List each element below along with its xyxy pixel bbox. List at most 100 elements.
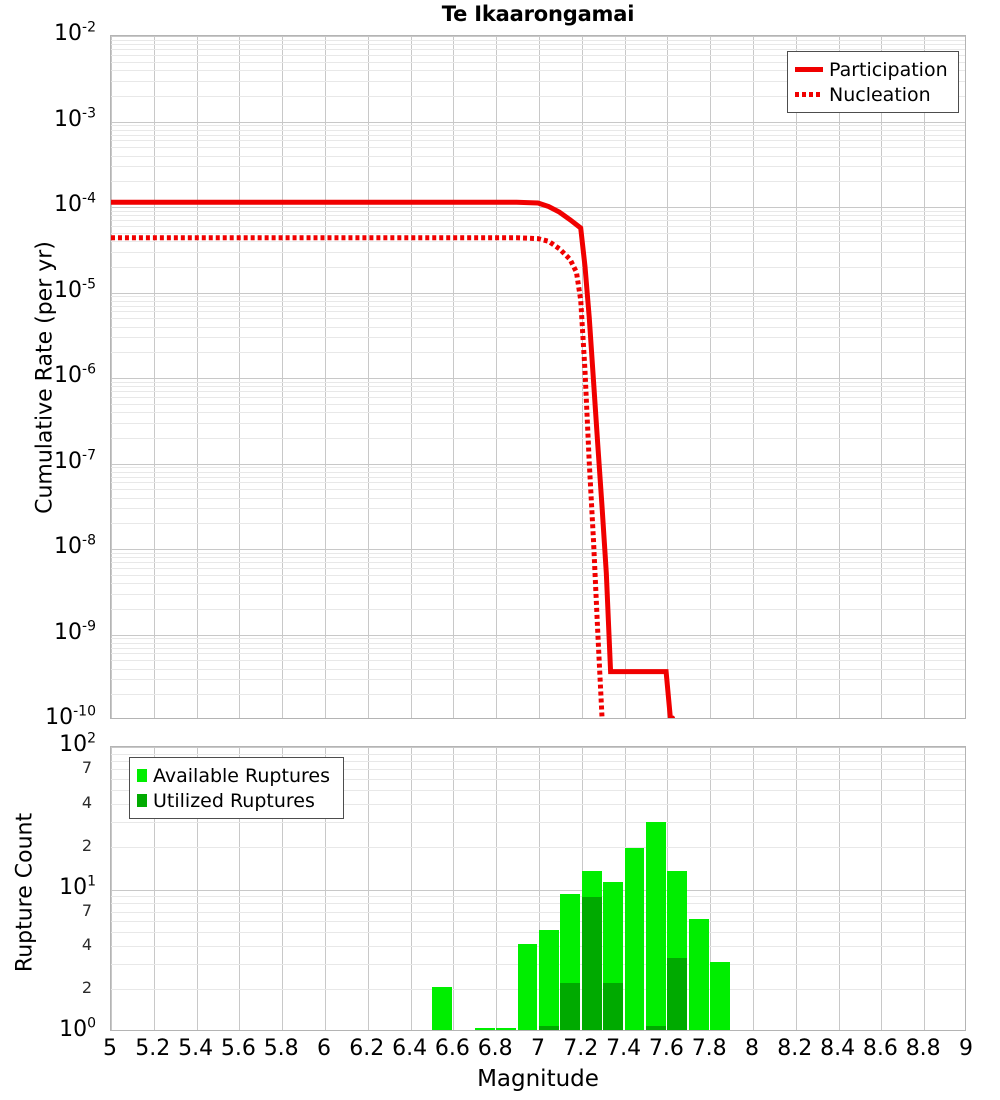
gridline-minor	[111, 252, 965, 253]
gridline-vertical	[753, 36, 754, 718]
legend-item-utilized-ruptures[interactable]: Utilized Ruptures	[137, 788, 335, 813]
gridline-minor	[111, 306, 965, 307]
x-tick-label: 5	[103, 1036, 117, 1061]
gridline-vertical	[710, 36, 711, 718]
gridline-minor	[111, 423, 965, 424]
gridline-minor	[111, 568, 965, 569]
gridline-horizontal	[111, 890, 965, 891]
bar-available	[667, 871, 687, 1030]
gridline-minor	[111, 301, 965, 302]
legend-item-available-ruptures[interactable]: Available Ruptures	[137, 763, 335, 788]
gridline-minor	[111, 822, 965, 823]
gridline-minor	[111, 847, 965, 848]
gridline-vertical	[539, 747, 540, 1030]
gridline-vertical	[325, 36, 326, 718]
y-axis-title-top: Cumulative Rate (per yr)	[33, 128, 58, 628]
gridline-minor	[111, 489, 965, 490]
gridline-minor	[111, 140, 965, 141]
gridline-minor	[111, 557, 965, 558]
y-tick-label: 10-6	[54, 365, 104, 387]
bar-available	[689, 919, 709, 1030]
x-tick-label: 5.2	[135, 1036, 170, 1061]
y-tick-label: 7	[82, 903, 104, 919]
x-tick-label: 6.4	[392, 1036, 427, 1061]
y-tick-label: 101	[59, 877, 104, 899]
bar-available	[560, 894, 580, 1030]
gridline-minor	[111, 989, 965, 990]
gridline-vertical	[368, 36, 369, 718]
x-axis-title: Magnitude	[110, 1066, 966, 1092]
gridline-horizontal	[111, 747, 965, 748]
gridline-horizontal	[111, 122, 965, 123]
gridline-vertical	[924, 747, 925, 1030]
gridline-minor	[111, 643, 965, 644]
x-tick-label: 8.8	[906, 1036, 941, 1061]
gridline-minor	[111, 352, 965, 353]
curve-layer	[111, 36, 965, 718]
x-tick-label: 5.4	[178, 1036, 213, 1061]
cumulative-rate-plot	[110, 35, 966, 719]
chart-root: Te Ikaarongamai 10-210-310-410-510-610-7…	[0, 0, 1000, 1100]
gridline-minor	[111, 49, 965, 50]
gridline-minor	[111, 482, 965, 483]
gridline-minor	[111, 946, 965, 947]
gridline-minor	[111, 609, 965, 610]
bar-available	[603, 882, 623, 1030]
y-tick-label: 2	[82, 838, 104, 854]
gridline-minor	[111, 382, 965, 383]
gridline-minor	[111, 921, 965, 922]
gridline-minor	[111, 267, 965, 268]
legend-item-participation[interactable]: Participation	[795, 57, 950, 82]
gridline-vertical	[411, 36, 412, 718]
gridline-horizontal	[111, 36, 965, 37]
gridline-vertical	[411, 747, 412, 1030]
gridline-minor	[111, 327, 965, 328]
gridline-minor	[111, 215, 965, 216]
y-tick-label: 10-4	[54, 194, 104, 216]
gridline-minor	[111, 669, 965, 670]
gridline-horizontal	[111, 464, 965, 465]
gridline-minor	[111, 648, 965, 649]
gridline-vertical	[154, 36, 155, 718]
y-tick-label: 102	[59, 734, 104, 756]
gridline-vertical	[282, 36, 283, 718]
bar-available	[710, 962, 730, 1030]
gridline-minor	[111, 147, 965, 148]
y-tick-label: 4	[82, 937, 104, 953]
gridline-minor	[111, 130, 965, 131]
gridline-vertical	[239, 36, 240, 718]
gridline-minor	[111, 523, 965, 524]
y-tick-label: 10-2	[54, 23, 104, 45]
gridline-minor	[111, 896, 965, 897]
x-tick-label: 8	[745, 1036, 759, 1061]
gridline-minor	[111, 912, 965, 913]
mfd-curves	[111, 36, 965, 718]
gridline-minor	[111, 964, 965, 965]
gridline-minor	[111, 233, 965, 234]
gridline-vertical	[839, 747, 840, 1030]
gridline-vertical	[111, 747, 112, 1030]
gridline-minor	[111, 391, 965, 392]
gridline-minor	[111, 679, 965, 680]
bar-available	[582, 871, 602, 1030]
x-tick-label: 6.6	[435, 1036, 470, 1061]
y-tick-label: 2	[82, 980, 104, 996]
gridline-minor	[111, 903, 965, 904]
y-axis-title-bottom: Rupture Count	[13, 773, 38, 1013]
available-ruptures-swatch-icon	[137, 769, 147, 782]
gridline-minor	[111, 472, 965, 473]
gridline-horizontal	[111, 635, 965, 636]
gridline-minor	[111, 653, 965, 654]
legend-item-nucleation[interactable]: Nucleation	[795, 82, 950, 107]
bar-utilized	[646, 1026, 666, 1030]
gridline-vertical	[496, 36, 497, 718]
x-tick-label: 6.8	[478, 1036, 513, 1061]
gridline-vertical	[496, 747, 497, 1030]
x-tick-label: 5.8	[264, 1036, 299, 1061]
gridline-minor	[111, 508, 965, 509]
gridline-minor	[111, 575, 965, 576]
gridline-minor	[111, 594, 965, 595]
gridline-minor	[111, 220, 965, 221]
x-tick-label: 7.6	[649, 1036, 684, 1061]
gridline-horizontal	[111, 549, 965, 550]
